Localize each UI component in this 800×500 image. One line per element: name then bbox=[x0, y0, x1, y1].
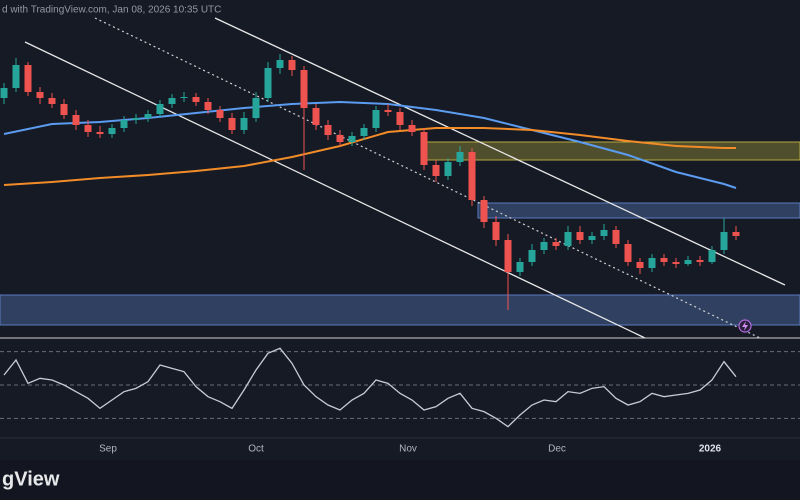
supply-zone bbox=[477, 202, 800, 219]
candle-body bbox=[216, 110, 224, 118]
candle-body bbox=[624, 244, 632, 262]
candle-body bbox=[540, 242, 548, 250]
candle-body bbox=[156, 104, 164, 114]
x-tick-label: Nov bbox=[399, 444, 417, 455]
candle-body bbox=[504, 240, 512, 272]
candle-body bbox=[648, 258, 656, 268]
candle-body bbox=[684, 260, 692, 264]
logo: gView bbox=[2, 468, 60, 490]
candle-body bbox=[636, 262, 644, 268]
candle-body bbox=[468, 152, 476, 200]
demand-zone bbox=[0, 294, 800, 326]
candle-body bbox=[480, 200, 488, 222]
candle-body bbox=[576, 232, 584, 240]
candle-body bbox=[180, 97, 188, 98]
candle-body bbox=[312, 108, 320, 125]
candle-body bbox=[456, 152, 464, 162]
candle-body bbox=[300, 70, 308, 108]
candle-body bbox=[60, 104, 68, 115]
candle-body bbox=[384, 110, 392, 112]
channel-lower bbox=[24, 41, 646, 339]
header-text: d with TradingView.com, Jan 08, 2026 10:… bbox=[2, 5, 221, 16]
candle-body bbox=[348, 136, 356, 142]
candle-body bbox=[372, 110, 380, 128]
candle-body bbox=[12, 65, 20, 88]
candle-body bbox=[516, 262, 524, 272]
candle-body bbox=[96, 132, 104, 134]
candle-body bbox=[444, 162, 452, 176]
candle-body bbox=[228, 118, 236, 130]
candle-body bbox=[660, 258, 668, 262]
candle-body bbox=[720, 232, 728, 250]
candle-body bbox=[24, 65, 32, 92]
candle-body bbox=[672, 262, 680, 264]
candle-body bbox=[132, 118, 140, 120]
candle-body bbox=[120, 120, 128, 128]
candle-body bbox=[612, 230, 620, 244]
x-tick-label: 2026 bbox=[699, 444, 722, 455]
candle-body bbox=[252, 98, 260, 118]
candle-body bbox=[108, 128, 116, 134]
candle-body bbox=[264, 68, 272, 98]
candle-body bbox=[240, 118, 248, 130]
x-tick-label: Dec bbox=[548, 444, 566, 455]
footer-bar bbox=[0, 460, 800, 500]
candle-body bbox=[600, 230, 608, 236]
channel-upper bbox=[214, 17, 786, 286]
candle-body bbox=[168, 98, 176, 104]
moving-average bbox=[3, 127, 736, 186]
candle-body bbox=[336, 135, 344, 142]
candle-body bbox=[324, 125, 332, 135]
candle-body bbox=[0, 88, 8, 98]
candle-body bbox=[528, 250, 536, 262]
candle-body bbox=[276, 60, 284, 68]
candle-body bbox=[588, 236, 596, 240]
candle-body bbox=[204, 102, 212, 110]
series-layer: Sep Oct Nov Dec 2026 bbox=[0, 54, 800, 455]
candle-body bbox=[492, 222, 500, 240]
x-tick-label: Sep bbox=[99, 444, 117, 455]
candle-body bbox=[360, 128, 368, 136]
candle-body bbox=[696, 260, 704, 262]
candle-body bbox=[84, 125, 92, 132]
candle-body bbox=[420, 132, 428, 165]
candle-body bbox=[564, 232, 572, 246]
candle-body bbox=[708, 250, 716, 262]
candle-body bbox=[396, 112, 404, 125]
candle-body bbox=[36, 92, 44, 98]
candle-body bbox=[408, 125, 416, 132]
candle-body bbox=[48, 98, 56, 104]
alert-icon bbox=[738, 319, 752, 333]
candle-body bbox=[144, 114, 152, 118]
x-tick-label: Oct bbox=[248, 444, 264, 455]
candle-body bbox=[72, 115, 80, 125]
candle-body bbox=[288, 60, 296, 70]
candle-body bbox=[432, 165, 440, 176]
candle-body bbox=[552, 242, 560, 246]
candle-body bbox=[732, 232, 740, 236]
candle-body bbox=[192, 97, 200, 102]
rsi-line bbox=[3, 347, 737, 428]
